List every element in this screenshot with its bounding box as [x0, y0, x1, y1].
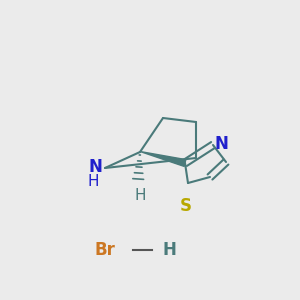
Text: N: N	[215, 135, 229, 153]
Polygon shape	[140, 152, 186, 166]
Text: H: H	[87, 175, 99, 190]
Text: H: H	[134, 188, 146, 203]
Text: S: S	[180, 197, 192, 215]
Text: N: N	[88, 158, 102, 176]
Text: H: H	[163, 241, 177, 259]
Text: Br: Br	[94, 241, 115, 259]
